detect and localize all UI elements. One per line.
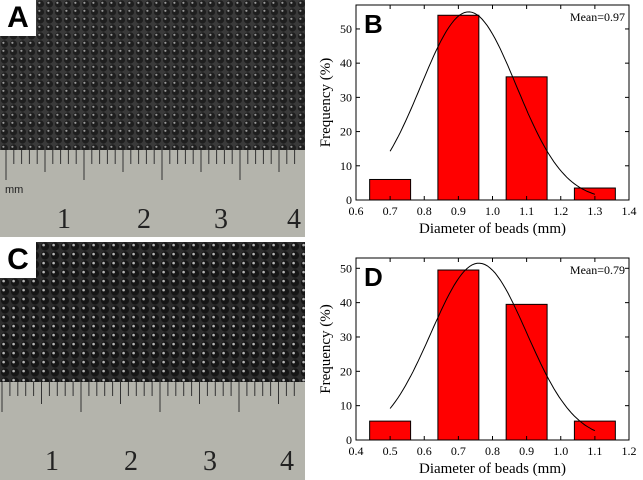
ruler [0, 150, 305, 237]
bar [437, 14, 480, 201]
x-tick-label: 0.6 [349, 204, 364, 218]
x-tick-label: 1.4 [622, 204, 637, 218]
ruler-number-2: 2 [124, 446, 138, 477]
bar [573, 420, 616, 441]
ruler-ticks [5, 150, 296, 180]
bar [369, 178, 412, 201]
panel-letter: B [364, 9, 383, 39]
y-tick-label: 50 [340, 261, 352, 275]
ruler-number-1: 1 [45, 446, 59, 477]
y-tick-label: 40 [340, 56, 352, 70]
mean-annotation: Mean=0.79 [570, 263, 625, 277]
plot-frame [355, 4, 630, 201]
x-tick-label: 1.2 [622, 444, 637, 458]
fit-curve [389, 11, 596, 195]
x-tick-label: 0.7 [451, 444, 466, 458]
photo-a-canvas: mm 1 2 3 4 [0, 0, 305, 237]
y-tick-label: 40 [340, 296, 352, 310]
photo-c-canvas: 1 2 3 4 [0, 242, 305, 480]
plot-frame [355, 257, 630, 441]
fit-curve [389, 262, 596, 432]
x-axis-title: Diameter of beads (mm) [419, 221, 566, 237]
x-tick-label: 0.9 [451, 204, 466, 218]
x-tick-label: 0.8 [485, 444, 500, 458]
x-tick-label: 0.7 [383, 204, 398, 218]
bar [505, 303, 548, 441]
ruler-ticks [1, 382, 295, 412]
x-tick-label: 0.5 [383, 444, 398, 458]
bead-layer [0, 242, 305, 382]
bar [437, 269, 480, 441]
ruler-number-2: 2 [137, 204, 151, 235]
x-tick-label: 0.6 [417, 444, 432, 458]
ruler-number-4: 4 [287, 204, 301, 235]
x-tick-label: 1.0 [553, 444, 568, 458]
y-tick-label: 20 [340, 125, 352, 139]
y-tick-label: 0 [346, 433, 352, 447]
bar [369, 420, 412, 441]
bar [505, 76, 548, 201]
bead-layer [0, 0, 305, 150]
mean-annotation: Mean=0.97 [570, 10, 625, 24]
panel-letter-c: C [0, 242, 36, 278]
x-tick-label: 1.1 [587, 444, 602, 458]
panel-letter-a: A [0, 0, 36, 36]
x-tick-label: 1.0 [485, 204, 500, 218]
y-tick-label: 30 [340, 330, 352, 344]
y-tick-label: 10 [340, 399, 352, 413]
panel-letter: D [364, 262, 383, 292]
x-tick-label: 0.8 [417, 204, 432, 218]
y-tick-label: 50 [340, 22, 352, 36]
y-tick-label: 30 [340, 90, 352, 104]
y-axis-title: Frequency (%) [318, 58, 334, 148]
y-tick-label: 10 [340, 159, 352, 173]
x-tick-label: 1.2 [553, 204, 568, 218]
ruler-number-4: 4 [280, 446, 294, 477]
ruler-number-1: 1 [57, 204, 71, 235]
y-axis-title: Frequency (%) [318, 304, 334, 394]
ruler-unit: mm [5, 184, 23, 196]
ruler [0, 382, 305, 480]
bar [573, 187, 616, 201]
photo-a: mm 1 2 3 4 A [0, 0, 305, 237]
ruler-number-3: 3 [214, 204, 228, 235]
x-tick-label: 1.1 [519, 204, 534, 218]
x-tick-label: 1.3 [587, 204, 602, 218]
ruler-number-3: 3 [203, 446, 217, 477]
photo-c: 1 2 3 4 C [0, 242, 305, 480]
x-axis-title: Diameter of beads (mm) [419, 461, 566, 477]
x-tick-label: 0.9 [519, 444, 534, 458]
y-tick-label: 0 [346, 193, 352, 207]
x-tick-label: 0.4 [349, 444, 364, 458]
y-tick-label: 20 [340, 364, 352, 378]
